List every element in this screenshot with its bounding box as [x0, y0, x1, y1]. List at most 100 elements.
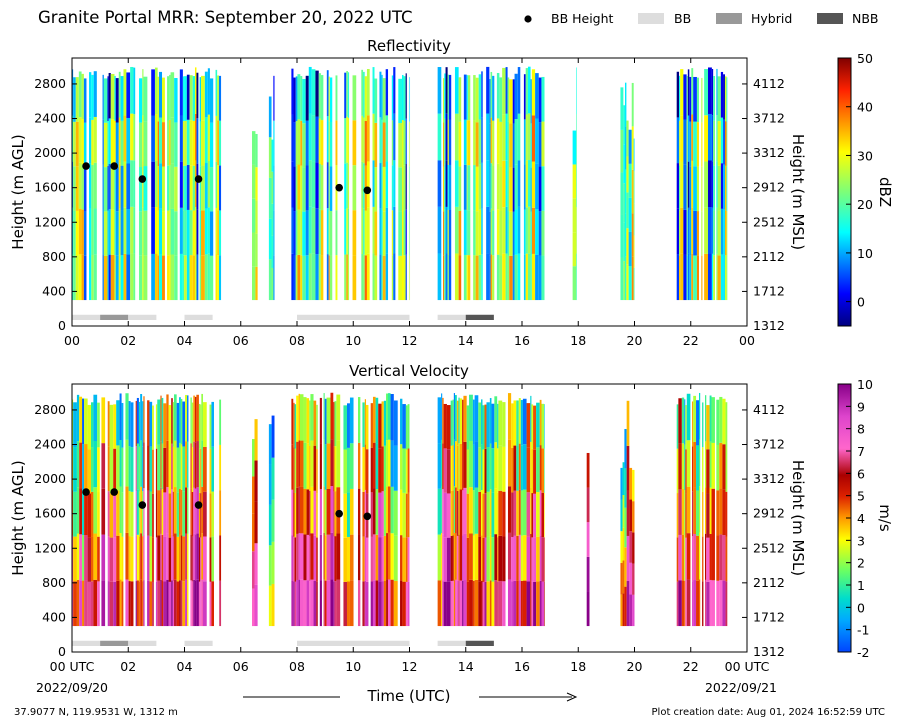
field-cell	[486, 160, 490, 207]
field-cell	[407, 537, 410, 582]
field-cell	[708, 67, 712, 114]
field-cell	[159, 117, 163, 164]
field-cell	[142, 253, 144, 301]
field-cell	[530, 441, 532, 488]
field-cell	[300, 120, 303, 166]
colorbar-tick-label: 0	[857, 600, 865, 615]
field-cell	[93, 116, 97, 163]
field-cell	[160, 579, 162, 627]
field-cell	[708, 113, 712, 161]
field-cell	[126, 254, 131, 301]
field-cell	[309, 400, 311, 446]
field-cell	[626, 581, 630, 627]
bb-height-point	[194, 501, 203, 509]
bb-height-point	[363, 512, 372, 521]
field-cell	[629, 594, 633, 627]
field-cell	[709, 579, 712, 627]
field-cell	[531, 253, 536, 301]
field-cell	[701, 77, 703, 123]
field-cell	[200, 537, 202, 582]
field-cell	[299, 486, 304, 534]
field-cell	[401, 255, 404, 301]
field-cell	[169, 255, 171, 301]
field-cell	[442, 489, 444, 535]
field-cell	[136, 397, 139, 444]
field-cell	[381, 536, 384, 582]
field-cell	[536, 492, 540, 537]
field-cell	[466, 493, 470, 538]
field-cell	[366, 537, 369, 582]
field-cell	[693, 166, 697, 211]
field-cell	[97, 447, 100, 493]
field-cell	[155, 404, 158, 449]
field-cell	[632, 501, 635, 533]
field-cell	[709, 441, 712, 488]
field-cell	[632, 532, 635, 564]
field-cell	[81, 209, 84, 255]
field-cell	[76, 533, 80, 580]
field-cell	[140, 486, 143, 534]
field-cell	[190, 580, 192, 627]
field-cell	[539, 399, 542, 446]
field-cell	[295, 210, 298, 256]
field-cell	[379, 254, 382, 301]
field-cell	[507, 532, 512, 580]
field-cell	[303, 534, 307, 581]
field-cell	[143, 76, 148, 122]
bb-height-point	[82, 162, 90, 170]
field-cell	[527, 113, 531, 161]
field-cell	[522, 444, 527, 490]
field-cell	[171, 489, 173, 535]
field-cell	[704, 207, 709, 254]
field-cell	[113, 404, 117, 449]
field-cell	[724, 255, 727, 301]
field-cell	[463, 164, 467, 210]
field-cell	[143, 210, 148, 256]
field-cell	[572, 266, 577, 301]
field-cell	[103, 167, 108, 212]
field-cell	[467, 75, 471, 121]
field-cell	[502, 446, 506, 492]
field-cell	[620, 172, 624, 215]
field-cell	[401, 74, 404, 120]
field-cell	[518, 534, 521, 581]
field-cell	[179, 253, 183, 301]
field-cell	[458, 166, 462, 211]
field-cell	[723, 164, 725, 210]
field-cell	[204, 117, 208, 164]
field-cell	[203, 536, 207, 582]
field-cell	[453, 486, 455, 533]
field-cell	[330, 392, 334, 440]
field-cell	[119, 579, 122, 627]
field-cell	[686, 486, 691, 534]
field-cell	[313, 445, 317, 491]
field-cell	[296, 579, 299, 627]
field-cell	[84, 398, 88, 445]
field-cell	[374, 167, 378, 212]
field-cell	[252, 198, 256, 233]
field-cell	[486, 66, 490, 114]
field-cell	[538, 211, 542, 256]
field-cell	[517, 253, 521, 301]
field-cell	[91, 536, 94, 582]
field-cell	[442, 580, 444, 627]
y-tick-label: 1600	[34, 506, 66, 521]
field-cell	[531, 404, 534, 449]
field-cell	[302, 78, 306, 124]
field-cell	[481, 580, 483, 627]
x-tick-label: 10	[345, 333, 361, 348]
field-cell	[511, 447, 514, 493]
field-cell	[539, 580, 542, 627]
field-cell	[701, 166, 703, 212]
field-cell	[107, 121, 109, 166]
field-cell	[447, 74, 449, 120]
field-cell	[147, 445, 150, 491]
field-cell	[120, 165, 124, 211]
field-cell	[329, 77, 333, 122]
field-cell	[385, 69, 389, 116]
bb-height-point	[138, 175, 147, 183]
field-cell	[313, 400, 317, 446]
field-cell	[708, 207, 712, 254]
field-cell	[526, 492, 531, 537]
field-cell	[628, 266, 632, 301]
